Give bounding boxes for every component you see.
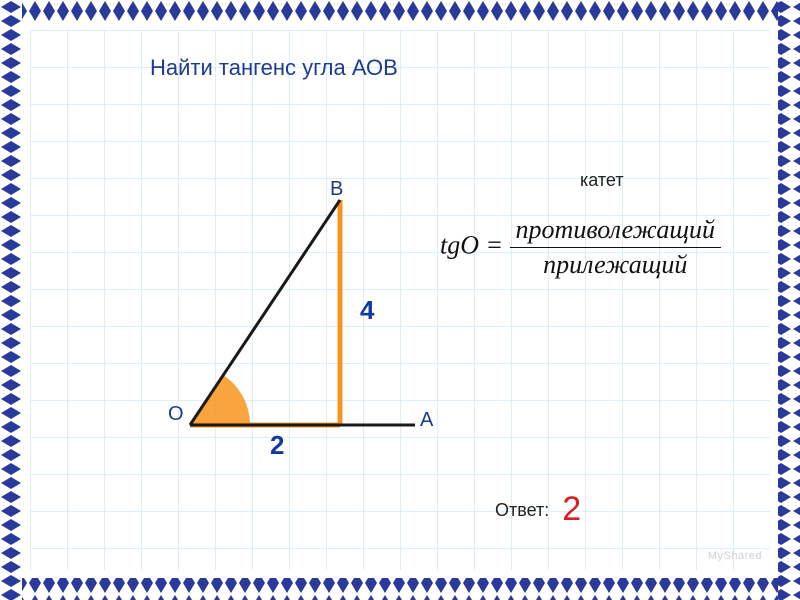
formula-lhs: tgO <box>440 230 479 259</box>
measure-4: 4 <box>360 295 374 326</box>
triangle-diagram <box>30 30 770 570</box>
answer-row: Ответ: 2 <box>495 490 581 529</box>
formula-numerator: противолежащий <box>510 215 721 248</box>
tangent-formula: tgO = противолежащий прилежащий <box>440 215 721 280</box>
formula-eq: = <box>479 230 510 259</box>
formula-fraction: противолежащий прилежащий <box>510 215 721 280</box>
slide: Найти тангенс угла АОВ О А В 4 2 катет t… <box>0 0 800 600</box>
vertex-a-label: А <box>420 409 433 432</box>
answer-value: 2 <box>562 490 581 528</box>
katet-label: катет <box>580 170 624 191</box>
formula-denominator: прилежащий <box>510 248 721 280</box>
watermark: MyShared <box>708 550 762 562</box>
answer-label: Ответ: <box>495 500 549 520</box>
vertex-b-label: В <box>330 178 343 201</box>
ray-ob <box>190 200 340 425</box>
measure-2: 2 <box>270 430 284 461</box>
vertex-o-label: О <box>168 403 184 426</box>
